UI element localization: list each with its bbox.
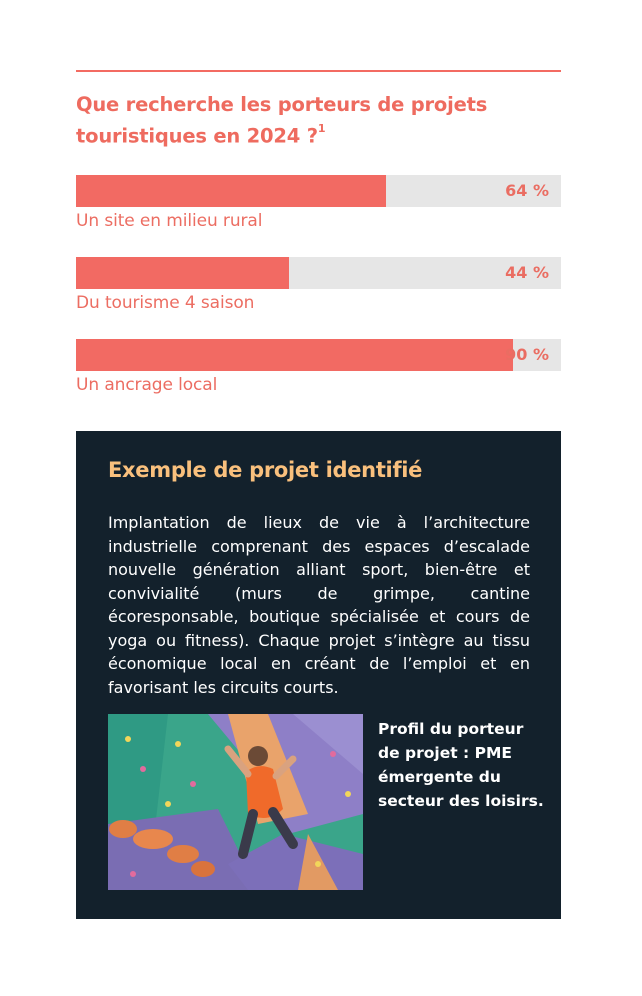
panel-heading: Exemple de projet identifié bbox=[108, 458, 423, 482]
stat-bar-four-season: 44 % Du tourisme 4 saison bbox=[76, 257, 561, 316]
bar-fill bbox=[76, 257, 290, 289]
section-title: Que recherche les porteurs de projets to… bbox=[76, 93, 488, 148]
bar-label: Un ancrage local bbox=[76, 375, 218, 395]
panel-body-text: Implantation de lieux de vie à l’archite… bbox=[108, 513, 530, 697]
footnote-marker: 1 bbox=[317, 122, 326, 135]
stat-bar-rural: 64 % Un site en milieu rural bbox=[76, 175, 561, 234]
bar-track: 64 % bbox=[76, 175, 561, 207]
top-divider bbox=[76, 70, 561, 72]
bar-value: 44 % bbox=[505, 263, 549, 282]
bar-track: 90 % bbox=[76, 339, 561, 371]
bar-label: Du tourisme 4 saison bbox=[76, 293, 255, 313]
bar-fill bbox=[76, 175, 387, 207]
bar-value: 90 % bbox=[505, 345, 549, 364]
bar-label: Un site en milieu rural bbox=[76, 211, 263, 231]
project-owner-profile: Profil du porteur de projet : PME émerge… bbox=[378, 720, 544, 810]
bar-fill bbox=[76, 339, 513, 371]
bar-track: 44 % bbox=[76, 257, 561, 289]
example-panel: Exemple de projet identifié Implantation… bbox=[76, 431, 561, 919]
bar-value: 64 % bbox=[505, 181, 549, 200]
climbing-wall-photo bbox=[108, 714, 363, 890]
stat-bar-local: 90 % Un ancrage local bbox=[76, 339, 561, 398]
